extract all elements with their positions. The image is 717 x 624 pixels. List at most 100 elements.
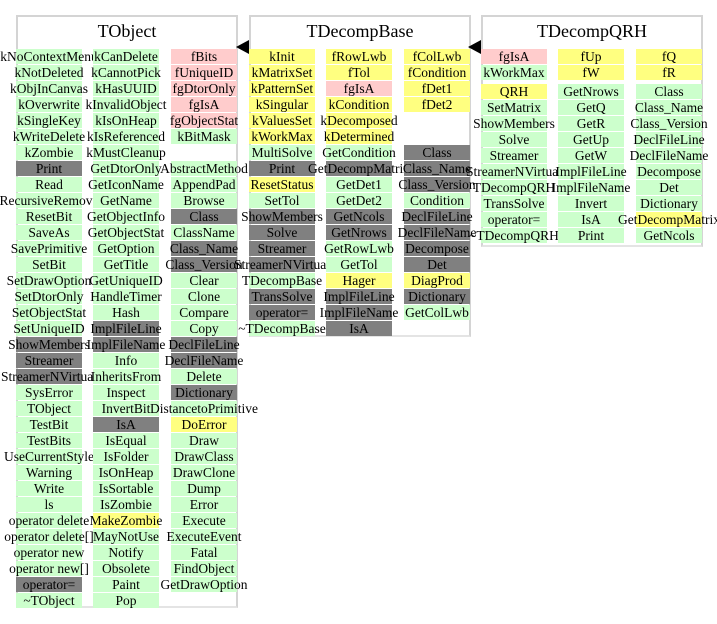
member-cell[interactable]: GetQ [558, 100, 624, 115]
member-cell[interactable]: SetObjectStat [12, 305, 86, 320]
member-cell[interactable]: Solve [481, 132, 547, 147]
member-cell[interactable]: IsOnHeap [93, 465, 159, 480]
member-cell[interactable]: Class [171, 209, 237, 224]
member-cell[interactable]: MultiSolve [249, 145, 315, 160]
member-cell[interactable]: Notify [93, 545, 159, 560]
member-cell[interactable]: DrawClass [171, 449, 237, 464]
member-cell[interactable]: kIsOnHeap [93, 113, 159, 128]
member-cell[interactable]: fUp [558, 49, 624, 64]
member-cell[interactable]: fQ [636, 49, 702, 64]
member-cell[interactable]: Condition [404, 193, 470, 208]
member-cell[interactable]: TDecompBase [242, 273, 322, 288]
member-cell[interactable]: GetDecompMatrix [618, 212, 717, 227]
member-cell[interactable]: operator= [481, 212, 547, 227]
member-cell[interactable]: GetDtorOnly [90, 161, 162, 176]
member-cell[interactable]: Read [16, 177, 82, 192]
member-cell[interactable]: ImplFileLine [323, 289, 395, 304]
member-cell[interactable]: Warning [16, 465, 82, 480]
member-cell[interactable]: GetCondition [322, 145, 396, 160]
member-cell[interactable]: AbstractMethod [160, 161, 248, 176]
member-cell[interactable]: Class_Version [398, 177, 476, 192]
member-cell[interactable]: GetNcols [326, 209, 392, 224]
member-cell[interactable]: FindObject [171, 561, 237, 576]
member-cell[interactable]: StreamerNVirtual [466, 164, 562, 179]
member-cell[interactable]: HandleTimer [90, 289, 162, 304]
member-cell[interactable]: GetUp [558, 132, 624, 147]
member-cell[interactable]: Error [171, 497, 237, 512]
member-cell[interactable]: DeclFileName [165, 353, 243, 368]
member-cell[interactable]: TDecompQRH [473, 180, 555, 195]
member-cell[interactable]: DeclFileLine [401, 209, 473, 224]
member-cell[interactable]: Dictionary [171, 385, 237, 400]
member-cell[interactable]: Clone [171, 289, 237, 304]
member-cell[interactable]: Paint [93, 577, 159, 592]
member-cell[interactable]: ImplFileLine [555, 164, 627, 179]
member-cell[interactable]: kZombie [16, 145, 82, 160]
member-cell[interactable]: Obsolete [93, 561, 159, 576]
member-cell[interactable]: GetW [558, 148, 624, 163]
member-cell[interactable]: GetDet1 [326, 177, 392, 192]
member-cell[interactable]: kSingular [249, 97, 315, 112]
class-title[interactable]: TDecompBase [306, 21, 414, 41]
member-cell[interactable]: Execute [171, 513, 237, 528]
member-cell[interactable]: Class_Name [170, 241, 238, 256]
member-cell[interactable]: kObjInCanvas [10, 81, 88, 96]
member-cell[interactable]: ShowMembers [241, 209, 323, 224]
member-cell[interactable]: Browse [171, 193, 237, 208]
member-cell[interactable]: Clear [171, 273, 237, 288]
member-cell[interactable]: TestBit [16, 417, 82, 432]
member-cell[interactable]: DistancetoPrimitive [150, 401, 258, 416]
member-cell[interactable]: fBits [171, 49, 237, 64]
member-cell[interactable]: IsA [558, 212, 624, 227]
member-cell[interactable]: fgIsA [326, 81, 392, 96]
member-cell[interactable]: SaveAs [16, 225, 82, 240]
member-cell[interactable]: ~TDecompQRH [469, 228, 559, 243]
member-cell[interactable]: kSingleKey [16, 113, 82, 128]
member-cell[interactable]: operator= [16, 577, 82, 592]
member-cell[interactable]: kNoContextMenu [0, 49, 98, 64]
member-cell[interactable]: ~TDecompBase [238, 321, 326, 336]
member-cell[interactable]: operator= [249, 305, 315, 320]
member-cell[interactable]: Dump [171, 481, 237, 496]
member-cell[interactable]: StreamerNVirtual [234, 257, 330, 272]
member-cell[interactable]: DeclFileLine [633, 132, 705, 147]
member-cell[interactable]: fgDtorOnly [171, 81, 237, 96]
member-cell[interactable]: Streamer [249, 241, 315, 256]
member-cell[interactable]: IsFolder [93, 449, 159, 464]
member-cell[interactable]: UseCurrentStyle [4, 449, 94, 464]
member-cell[interactable]: Streamer [481, 148, 547, 163]
member-cell[interactable]: MayNotUse [93, 529, 159, 544]
member-cell[interactable]: TestBits [16, 433, 82, 448]
member-cell[interactable]: fUniqueID [171, 65, 237, 80]
member-cell[interactable]: fW [558, 65, 624, 80]
member-cell[interactable]: StreamerNVirtual [1, 369, 97, 384]
member-cell[interactable]: fgObjectStat [170, 113, 238, 128]
member-cell[interactable]: DrawClone [171, 465, 237, 480]
member-cell[interactable]: Fatal [171, 545, 237, 560]
member-cell[interactable]: GetNrows [558, 84, 624, 99]
member-cell[interactable]: ShowMembers [473, 116, 555, 131]
member-cell[interactable]: fDet1 [404, 81, 470, 96]
member-cell[interactable]: DoError [171, 417, 237, 432]
member-cell[interactable]: kHasUUID [93, 81, 159, 96]
member-cell[interactable]: kValuesSet [249, 113, 315, 128]
member-cell[interactable]: GetDrawOption [161, 577, 248, 592]
member-cell[interactable]: Class_Version [165, 257, 243, 272]
member-cell[interactable]: kPatternSet [249, 81, 315, 96]
member-cell[interactable]: DeclFileName [398, 225, 476, 240]
member-cell[interactable]: IsSortable [93, 481, 159, 496]
member-cell[interactable]: IsA [93, 417, 159, 432]
member-cell[interactable]: Solve [249, 225, 315, 240]
member-cell[interactable]: fCondition [404, 65, 470, 80]
member-cell[interactable]: ImplFileName [87, 337, 165, 352]
member-cell[interactable]: QRH [481, 84, 547, 99]
member-cell[interactable]: InheritsFrom [91, 369, 161, 384]
member-cell[interactable]: fRowLwb [326, 49, 392, 64]
member-cell[interactable]: operator new [14, 545, 84, 560]
member-cell[interactable]: ImplFileName [320, 305, 398, 320]
member-cell[interactable]: Compare [171, 305, 237, 320]
member-cell[interactable]: DeclFileLine [168, 337, 240, 352]
member-cell[interactable]: InvertBit [93, 401, 159, 416]
member-cell[interactable]: kIsReferenced [87, 129, 165, 144]
member-cell[interactable]: IsA [326, 321, 392, 336]
